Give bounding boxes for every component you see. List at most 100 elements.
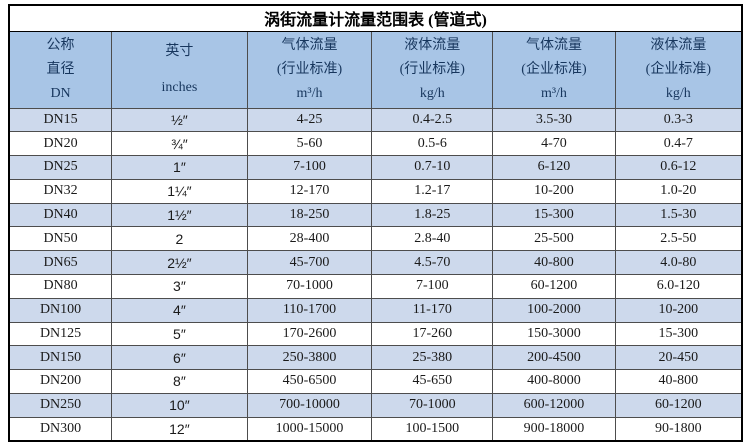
flow-value-cell: 28-400 xyxy=(246,226,373,252)
column-header-line: kg/h xyxy=(419,85,445,101)
flow-value-cell: 45-700 xyxy=(246,250,373,275)
table-row: DN250 10″ 700-10000 70-1000 600-12000 60-1200 xyxy=(8,392,743,418)
dn-cell: DN40 xyxy=(8,202,113,228)
flow-value-cell: 0.4-7 xyxy=(614,131,743,157)
flow-value-cell: 2.8-40 xyxy=(371,226,494,252)
flow-value-cell: 6.0-120 xyxy=(614,273,743,299)
dn-cell: DN250 xyxy=(8,392,113,418)
column-header-inches: 英寸 inches xyxy=(111,30,248,109)
flow-value-cell: 40-800 xyxy=(614,369,743,394)
dn-cell: DN20 xyxy=(8,131,113,157)
column-header-line: (企业标准) xyxy=(521,61,587,77)
flow-value-cell: 1000-15000 xyxy=(246,416,373,442)
flow-value-cell: 1.0-20 xyxy=(614,178,743,204)
dn-cell: DN25 xyxy=(8,155,113,180)
column-header-line: kg/h xyxy=(665,85,691,101)
table-row: DN65 2½″ 45-700 4.5-70 40-800 4.0-80 xyxy=(8,250,743,275)
column-header-line: 直径 xyxy=(46,61,75,77)
flow-value-cell: 4-25 xyxy=(246,107,373,133)
inches-cell: 1¼″ xyxy=(111,178,248,204)
inches-cell: 8″ xyxy=(111,369,248,394)
dn-cell: DN15 xyxy=(8,107,113,133)
dn-cell: DN125 xyxy=(8,321,113,347)
column-header-line: 气体流量 xyxy=(281,37,338,53)
flow-value-cell: 0.6-12 xyxy=(614,155,743,180)
inches-cell: 5″ xyxy=(111,321,248,347)
flow-value-cell: 1.2-17 xyxy=(371,178,494,204)
flow-value-cell: 0.5-6 xyxy=(371,131,494,157)
flow-value-cell: 5-60 xyxy=(246,131,373,157)
table-row: DN15 ½″ 4-25 0.4-2.5 3.5-30 0.3-3 xyxy=(8,107,743,133)
table-row: DN32 1¼″ 12-170 1.2-17 10-200 1.0-20 xyxy=(8,178,743,204)
flow-value-cell: 40-800 xyxy=(492,250,616,275)
flow-value-cell: 15-300 xyxy=(614,321,743,347)
table-row: DN50 2 28-400 2.8-40 25-500 2.5-50 xyxy=(8,226,743,252)
flow-value-cell: 11-170 xyxy=(371,297,494,323)
column-header-line: (行业标准) xyxy=(399,61,465,77)
title-row: 涡街流量计流量范围表 (管道式) xyxy=(8,4,743,32)
inches-cell: 10″ xyxy=(111,392,248,418)
column-header-line: (企业标准) xyxy=(645,61,711,77)
inches-cell: 1½″ xyxy=(111,202,248,228)
table-row: DN300 12″ 1000-15000 100-1500 900-18000 90-18… xyxy=(8,416,743,442)
column-header-line: DN xyxy=(50,85,71,101)
flow-value-cell: 700-10000 xyxy=(246,392,373,418)
table-row: DN20 ¾″ 5-60 0.5-6 4-70 0.4-7 xyxy=(8,131,743,157)
flow-value-cell: 170-2600 xyxy=(246,321,373,347)
flow-value-cell: 900-18000 xyxy=(492,416,616,442)
flow-value-cell: 90-1800 xyxy=(614,416,743,442)
flow-value-cell: 3.5-30 xyxy=(492,107,616,133)
table-body: DN15 ½″ 4-25 0.4-2.5 3.5-30 0.3-3 DN20 ¾″ 5-60 0.… xyxy=(8,107,743,442)
column-header-gas-flow-industry-standard: 气体流量 (行业标准) m³/h xyxy=(246,30,373,109)
inches-cell: ½″ xyxy=(111,107,248,133)
flow-value-cell: 4.5-70 xyxy=(371,250,494,275)
dn-cell: DN32 xyxy=(8,178,113,204)
header-row: 公称直径 DN 英寸 inches 气体流量 (行业标准) m³/h 液体流量 (行业标准) kg… xyxy=(8,30,743,109)
flow-range-table: 涡街流量计流量范围表 (管道式) 公称直径 DN 英寸 inches 气体流量 (行业标准… xyxy=(8,4,743,442)
inches-cell: ¾″ xyxy=(111,131,248,157)
column-header-line: inches xyxy=(161,79,198,95)
flow-value-cell: 2.5-50 xyxy=(614,226,743,252)
flow-value-cell: 60-1200 xyxy=(492,273,616,299)
table-row: DN40 1½″ 18-250 1.8-25 15-300 1.5-30 xyxy=(8,202,743,228)
column-header-gas-flow-enterprise-standard: 气体流量 (企业标准) m³/h xyxy=(492,30,616,109)
flow-value-cell: 250-3800 xyxy=(246,345,373,371)
column-header-line: 英寸 xyxy=(165,43,194,59)
table-row: DN125 5″ 170-2600 17-260 150-3000 15-300 xyxy=(8,321,743,347)
dn-cell: DN80 xyxy=(8,273,113,299)
flow-value-cell: 17-260 xyxy=(371,321,494,347)
flow-value-cell: 110-1700 xyxy=(246,297,373,323)
column-header-line: 液体流量 xyxy=(404,37,461,53)
column-header-liquid-flow-industry-standard: 液体流量 (行业标准) kg/h xyxy=(371,30,494,109)
inches-cell: 6″ xyxy=(111,345,248,371)
dn-cell: DN50 xyxy=(8,226,113,252)
flow-value-cell: 400-8000 xyxy=(492,369,616,394)
flow-value-cell: 7-100 xyxy=(371,273,494,299)
flow-value-cell: 0.3-3 xyxy=(614,107,743,133)
flow-value-cell: 10-200 xyxy=(492,178,616,204)
flow-value-cell: 1.8-25 xyxy=(371,202,494,228)
column-header-line: (行业标准) xyxy=(276,61,343,77)
inches-cell: 4″ xyxy=(111,297,248,323)
column-header-line: m³/h xyxy=(296,85,323,101)
column-header-line: 公称 xyxy=(46,37,75,53)
inches-cell: 1″ xyxy=(111,155,248,180)
column-header-nominal-diameter: 公称直径 DN xyxy=(8,30,113,109)
flow-value-cell: 1.5-30 xyxy=(614,202,743,228)
dn-cell: DN100 xyxy=(8,297,113,323)
flow-value-cell: 100-1500 xyxy=(371,416,494,442)
column-header-liquid-flow-enterprise-standard: 液体流量 (企业标准) kg/h xyxy=(614,30,743,109)
table-row: DN100 4″ 110-1700 11-170 100-2000 10-200 xyxy=(8,297,743,323)
flow-value-cell: 4-70 xyxy=(492,131,616,157)
flow-value-cell: 70-1000 xyxy=(246,273,373,299)
column-header-line: m³/h xyxy=(540,85,567,101)
flow-value-cell: 200-4500 xyxy=(492,345,616,371)
flow-value-cell: 10-200 xyxy=(614,297,743,323)
dn-cell: DN150 xyxy=(8,345,113,371)
inches-cell: 2½″ xyxy=(111,250,248,275)
table-row: DN150 6″ 250-3800 25-380 200-4500 20-450 xyxy=(8,345,743,371)
flow-value-cell: 0.4-2.5 xyxy=(371,107,494,133)
table-row: DN25 1″ 7-100 0.7-10 6-120 0.6-12 xyxy=(8,155,743,180)
flow-value-cell: 450-6500 xyxy=(246,369,373,394)
